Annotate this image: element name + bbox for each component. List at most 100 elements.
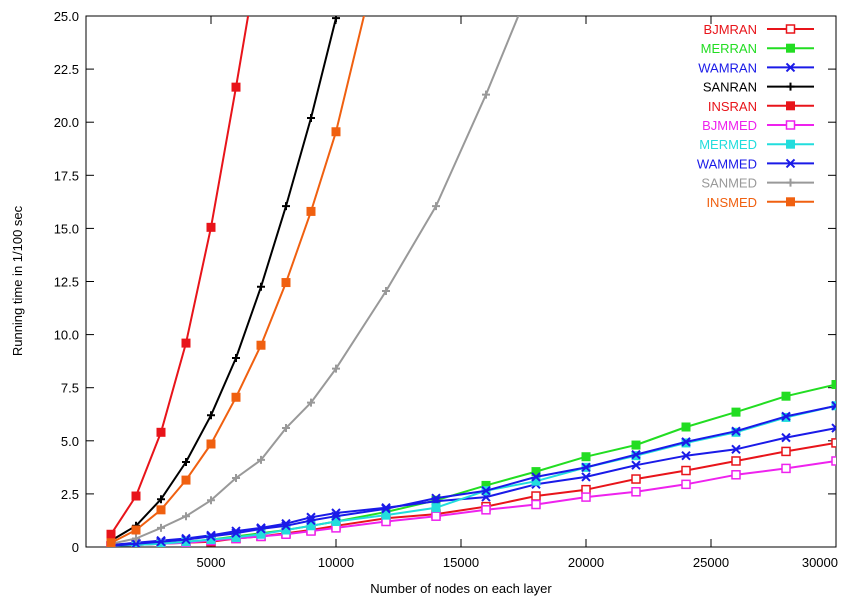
data-point-merran bbox=[831, 380, 836, 390]
data-point-wamran bbox=[581, 472, 591, 482]
data-point-wammed bbox=[206, 531, 216, 542]
data-point-bjmmed bbox=[631, 487, 641, 497]
data-point-insran bbox=[131, 491, 141, 501]
series-wammed bbox=[106, 401, 836, 547]
data-point-sanmed bbox=[482, 90, 490, 99]
data-point-merran bbox=[581, 452, 591, 462]
series-line-sanran bbox=[110, 17, 337, 542]
x-tick-label: 10000 bbox=[318, 555, 354, 570]
series-insmed bbox=[106, 16, 365, 547]
data-point-wammed bbox=[181, 534, 191, 545]
x-tick-label: 30000 bbox=[802, 555, 838, 570]
data-point-sanran bbox=[332, 16, 340, 23]
data-point-insmed bbox=[156, 505, 166, 515]
data-point-mermed bbox=[181, 537, 191, 547]
data-point-sanran bbox=[307, 113, 315, 122]
data-point-wammed bbox=[156, 536, 166, 547]
data-point-insmed bbox=[106, 538, 116, 547]
data-point-sanmed bbox=[157, 523, 165, 532]
series-insran bbox=[106, 16, 250, 539]
legend-swatch-marker bbox=[785, 24, 796, 34]
data-point-insmed bbox=[206, 439, 216, 449]
data-point-mermed bbox=[431, 503, 441, 513]
data-point-sanran bbox=[232, 353, 240, 362]
data-point-wammed bbox=[681, 437, 691, 447]
data-point-bjmran bbox=[681, 465, 691, 476]
legend-swatch-marker bbox=[786, 139, 795, 149]
data-point-bjmmed bbox=[481, 505, 491, 515]
legend-label: INSMED bbox=[706, 195, 757, 210]
data-point-mermed bbox=[156, 539, 166, 547]
data-point-insran bbox=[106, 529, 116, 539]
legend-swatch-marker bbox=[786, 101, 795, 111]
y-tick-label: 10.0 bbox=[54, 328, 79, 343]
data-point-wammed bbox=[331, 511, 341, 521]
data-point-wammed bbox=[781, 411, 791, 422]
series-sanran bbox=[107, 16, 340, 545]
legend-item-wamran: WAMRAN bbox=[698, 60, 814, 75]
data-point-insran bbox=[156, 427, 166, 437]
data-point-sanmed bbox=[257, 455, 265, 464]
y-tick-label: 20.0 bbox=[54, 115, 79, 130]
data-point-wammed bbox=[431, 493, 441, 503]
data-point-bjmran bbox=[731, 456, 741, 466]
legend-item-wammed: WAMMED bbox=[697, 156, 814, 171]
y-tick-label: 7.5 bbox=[61, 381, 79, 396]
data-point-merran bbox=[731, 407, 741, 417]
y-tick-label: 15.0 bbox=[54, 221, 79, 236]
legend-label: INSRAN bbox=[708, 99, 757, 114]
data-point-sanmed bbox=[382, 287, 390, 296]
data-point-insmed bbox=[281, 278, 291, 288]
data-point-wammed bbox=[731, 426, 741, 436]
data-point-sanran bbox=[282, 202, 290, 211]
legend-label: SANMED bbox=[701, 176, 757, 191]
legend-swatch-marker bbox=[786, 43, 795, 53]
data-point-bjmran bbox=[781, 446, 791, 457]
data-point-bjmmed bbox=[531, 499, 541, 510]
data-point-bjmran bbox=[531, 491, 541, 501]
data-point-wammed bbox=[231, 528, 241, 538]
data-point-bjmmed bbox=[781, 463, 791, 474]
data-point-sanran bbox=[207, 411, 215, 420]
legend-item-sanran: SANRAN bbox=[703, 80, 814, 95]
data-point-bjmmed bbox=[831, 456, 836, 466]
data-point-insmed bbox=[306, 206, 316, 216]
legend-label: WAMMED bbox=[697, 156, 757, 171]
data-point-wammed bbox=[256, 524, 266, 534]
data-point-wammed bbox=[481, 486, 491, 496]
data-point-bjmran bbox=[831, 438, 836, 448]
y-tick-label: 12.5 bbox=[54, 275, 79, 290]
data-point-sanmed bbox=[332, 364, 340, 373]
legend-swatch-marker bbox=[786, 178, 795, 187]
data-point-insmed bbox=[331, 127, 341, 137]
x-axis-label: Number of nodes on each layer bbox=[370, 581, 552, 596]
data-point-insran bbox=[206, 222, 216, 232]
data-point-insmed bbox=[231, 392, 241, 402]
data-point-insmed bbox=[181, 475, 191, 485]
data-point-wammed bbox=[381, 504, 391, 514]
y-tick-label: 0 bbox=[72, 540, 79, 555]
legend-swatch-marker bbox=[785, 62, 796, 73]
legend: BJMRAN MERRAN WAMRAN SANRAN INSRAN BJMMED MERM… bbox=[697, 22, 814, 210]
data-point-bjmmed bbox=[581, 492, 591, 502]
data-point-sanran bbox=[257, 282, 265, 291]
data-point-mermed bbox=[381, 510, 391, 520]
legend-item-merran: MERRAN bbox=[701, 41, 814, 56]
axes: 0 2.5 5.0 7.5 10.0 12.5 15.0 17.5 20.0 22.5 25.0 50… bbox=[54, 9, 838, 570]
data-point-insmed bbox=[256, 340, 266, 350]
data-point-merran bbox=[631, 440, 641, 450]
data-point-sanmed bbox=[182, 512, 190, 521]
data-point-wamran bbox=[731, 444, 741, 455]
legend-swatch-marker bbox=[786, 197, 795, 207]
legend-item-insmed: INSMED bbox=[706, 195, 814, 210]
data-point-sanmed bbox=[282, 424, 290, 433]
legend-item-sanmed: SANMED bbox=[701, 176, 814, 191]
data-point-wamran bbox=[831, 423, 836, 433]
data-point-sanran bbox=[157, 495, 165, 504]
x-tick-label: 25000 bbox=[693, 555, 729, 570]
data-point-wamran bbox=[681, 450, 691, 461]
y-axis-label: Running time in 1/100 sec bbox=[10, 205, 25, 356]
data-point-wamran bbox=[631, 460, 641, 470]
y-tick-label: 2.5 bbox=[61, 487, 79, 502]
y-tick-label: 17.5 bbox=[54, 168, 79, 183]
